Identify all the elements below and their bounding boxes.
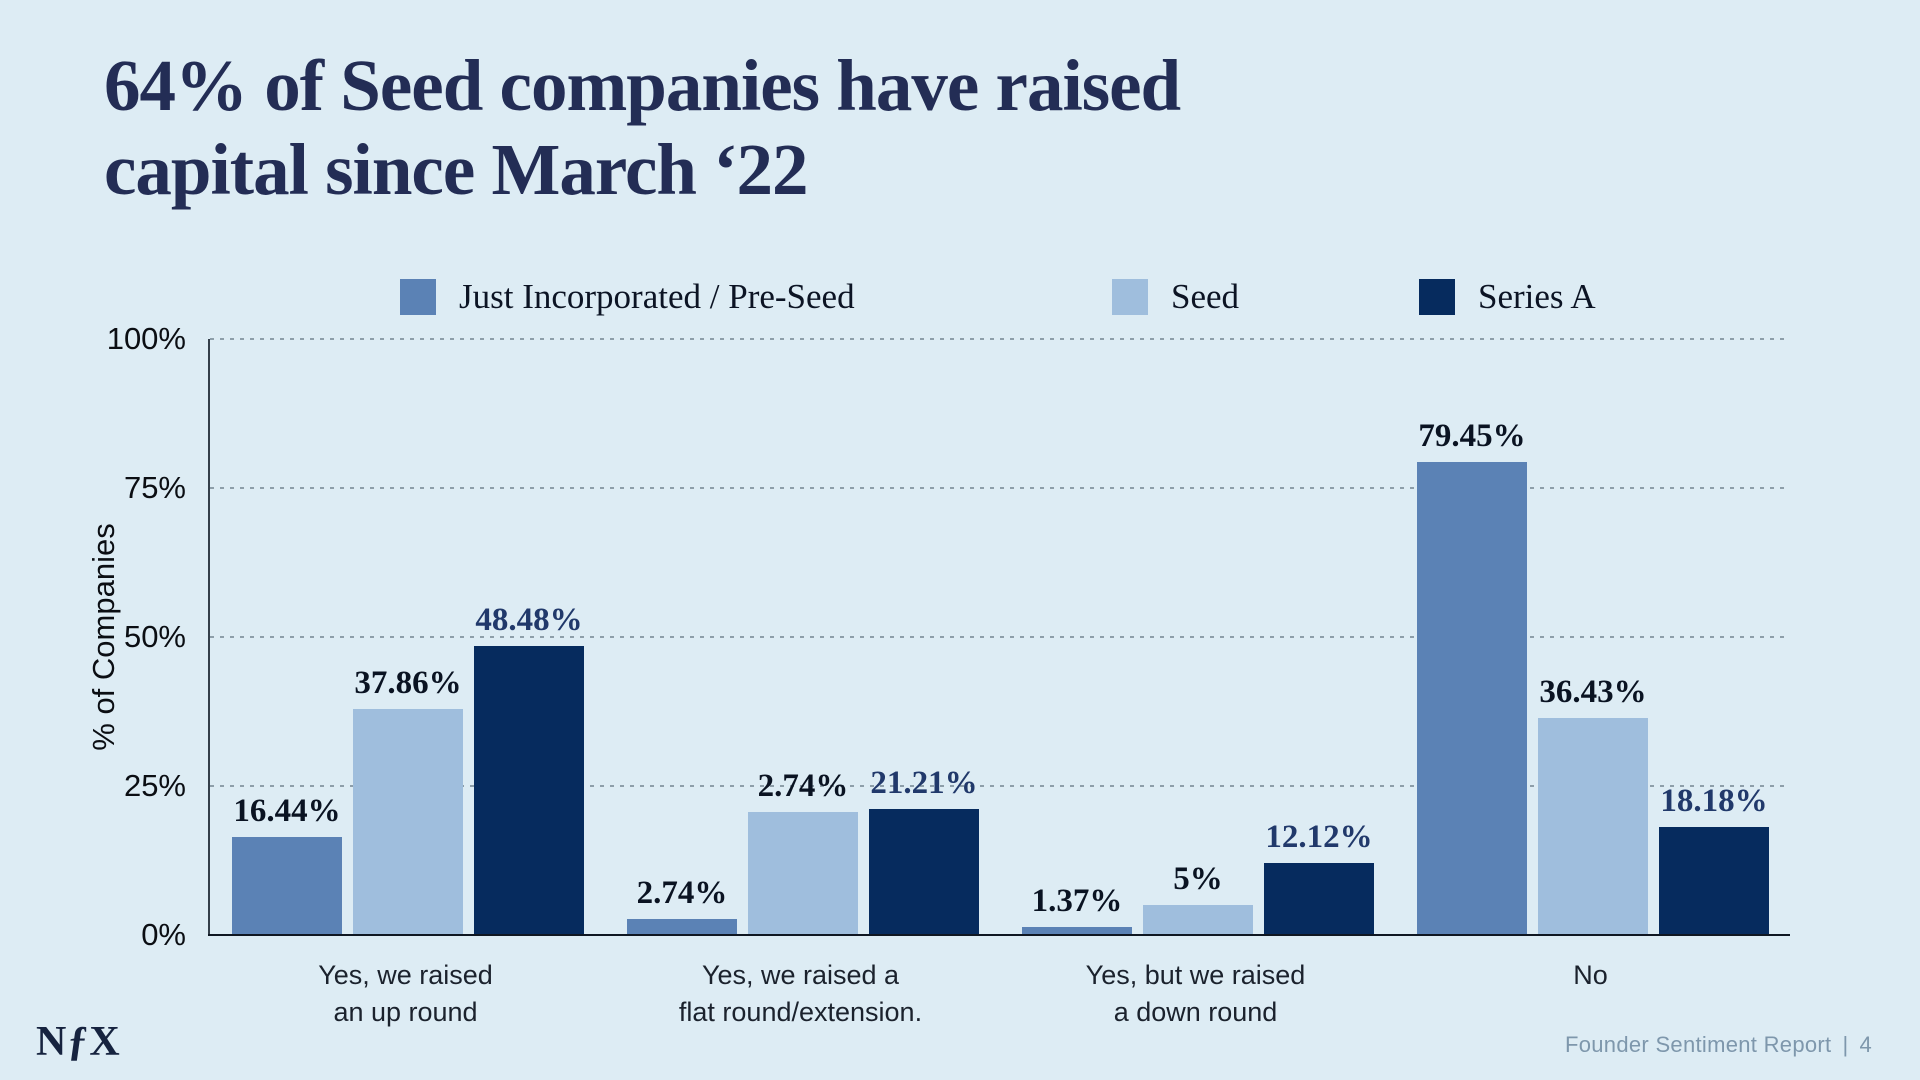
bar-series-a-flat-round bbox=[869, 808, 979, 935]
value-label-series-a-no: 18.18% bbox=[1660, 782, 1768, 819]
y-tick-25: 25% bbox=[123, 768, 186, 803]
bar-pre-seed-down-round bbox=[1022, 926, 1132, 935]
bar-pre-seed-up-round bbox=[232, 837, 342, 935]
gridline-75 bbox=[210, 487, 1790, 489]
value-label-pre-seed-flat-round: 2.74% bbox=[636, 874, 728, 911]
value-label-pre-seed-no: 79.45% bbox=[1418, 417, 1526, 454]
y-tick-100: 100% bbox=[106, 321, 186, 356]
x-axis-category-labels: Yes, we raised an up round Yes, we raised… bbox=[208, 957, 1788, 1047]
value-label-series-a-flat-round: 21.21% bbox=[870, 764, 978, 801]
footer-divider: | bbox=[1842, 1032, 1849, 1057]
legend-item-series-a: Series A bbox=[1419, 278, 1596, 316]
y-tick-50: 50% bbox=[123, 619, 186, 654]
value-label-series-a-up-round: 48.48% bbox=[475, 602, 583, 639]
gridline-50 bbox=[210, 636, 1790, 638]
value-label-seed-flat-round: 2.74% bbox=[757, 767, 849, 804]
legend-swatch-seed bbox=[1112, 279, 1148, 315]
title-line-1: 64% of Seed companies have raised bbox=[104, 45, 1181, 126]
footer-page-number: 4 bbox=[1859, 1032, 1872, 1057]
bar-seed-up-round bbox=[353, 709, 463, 935]
value-label-series-a-down-round: 12.12% bbox=[1265, 818, 1373, 855]
value-label-pre-seed-down-round: 1.37% bbox=[1031, 882, 1123, 919]
category-label-flat-round: Yes, we raised a flat round/extension. bbox=[678, 960, 923, 1027]
y-tick-0: 0% bbox=[141, 917, 186, 952]
value-label-seed-down-round: 5% bbox=[1173, 861, 1223, 898]
category-label-no: No bbox=[1573, 960, 1608, 990]
bar-chart-plot: 100% 75% 50% 25% 0% 16.44% 37.86% 48.48% 2.… bbox=[107, 323, 1790, 951]
footer: Founder Sentiment Report | 4 bbox=[1565, 1032, 1872, 1058]
legend-label-series-a: Series A bbox=[1478, 277, 1596, 316]
category-label-up-round: Yes, we raised an up round bbox=[318, 960, 493, 1027]
category-label-down-round: Yes, but we raised a down round bbox=[1085, 960, 1306, 1027]
bar-series-a-up-round bbox=[474, 646, 584, 935]
value-label-seed-up-round: 37.86% bbox=[354, 665, 462, 702]
legend-swatch-series-a bbox=[1419, 279, 1455, 315]
value-label-seed-no: 36.43% bbox=[1539, 673, 1647, 710]
title-line-2: capital since March ‘22 bbox=[104, 129, 809, 210]
value-label-pre-seed-up-round: 16.44% bbox=[233, 793, 341, 829]
legend-label-pre-seed: Just Incorporated / Pre-Seed bbox=[459, 277, 855, 316]
footer-report-label: Founder Sentiment Report bbox=[1564, 1032, 1832, 1057]
bar-series-a-no bbox=[1659, 826, 1769, 935]
bar-series-a-down-round bbox=[1264, 862, 1374, 935]
x-axis-line bbox=[208, 934, 1790, 936]
bar-seed-flat-round bbox=[748, 811, 858, 935]
legend-item-seed: Seed bbox=[1112, 278, 1239, 316]
bar-seed-down-round bbox=[1143, 905, 1253, 935]
y-tick-75: 75% bbox=[123, 470, 186, 505]
legend-label-seed: Seed bbox=[1171, 277, 1240, 316]
gridline-100 bbox=[210, 338, 1790, 340]
bar-pre-seed-no bbox=[1417, 461, 1527, 935]
legend-item-pre-seed: Just Incorporated / Pre-Seed bbox=[400, 278, 855, 316]
legend-swatch-pre-seed bbox=[400, 279, 436, 315]
gridline-25 bbox=[210, 785, 1790, 787]
page-title: 64% of Seed companies have raised capita… bbox=[104, 44, 1181, 212]
bar-pre-seed-flat-round bbox=[627, 918, 737, 935]
bar-seed-no bbox=[1538, 717, 1648, 935]
nfx-logo: NƒX bbox=[36, 1019, 121, 1065]
